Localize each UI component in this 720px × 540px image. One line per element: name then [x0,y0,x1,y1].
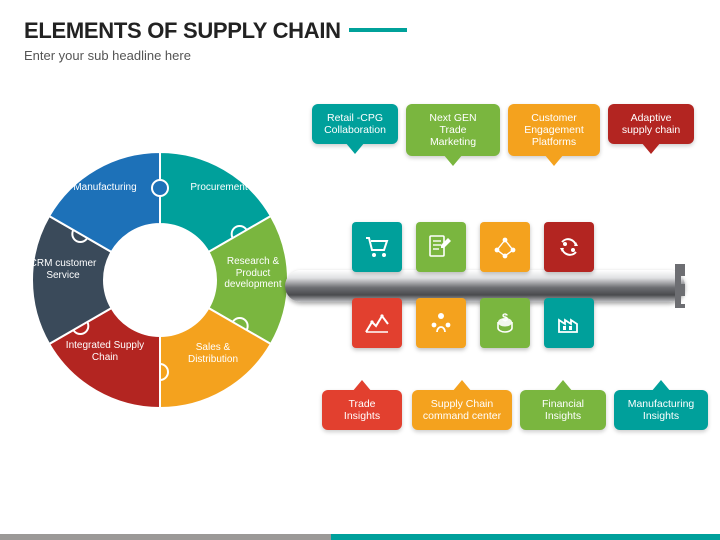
analytics-icon [362,308,392,338]
callout-pointer-icon [553,380,573,392]
callout-pointer-icon [452,380,472,392]
callout-top-1: Next GEN Trade Marketing [406,104,500,156]
callout-label: Retail -CPG Collaboration [324,112,386,136]
finance-icon: $ [490,308,520,338]
footer-bar-grey [0,534,331,540]
callout-pointer-icon [352,380,372,392]
diagram-canvas: Procurement Research & Product developme… [0,70,720,520]
callout-label: Adaptive supply chain [622,112,680,136]
subtitle: Enter your sub headline here [24,48,696,63]
callout-label: Next GEN Trade Marketing [429,112,476,148]
title-text: ELEMENTS OF SUPPLY CHAIN [24,18,341,43]
callout-label: Customer Engagement Platforms [524,112,584,148]
tile-bottom-1 [416,298,466,348]
people-icon [426,308,456,338]
callout-label: Manufacturing Insights [628,398,695,422]
callout-top-0: Retail -CPG Collaboration [312,104,398,144]
key-tip-icon [675,264,689,308]
callout-bottom-1: Supply Chain command center [412,390,512,430]
callout-label: Trade Insights [344,398,380,422]
callout-pointer-icon [651,380,671,392]
callout-label: Financial Insights [542,398,584,422]
tile-bottom-3 [544,298,594,348]
notes-icon [426,232,456,262]
callout-pointer-icon [345,142,365,154]
footer-bar [0,534,720,540]
callout-pointer-icon [641,142,661,154]
tile-top-1 [416,222,466,272]
callout-bottom-2: Financial Insights [520,390,606,430]
callout-pointer-icon [544,154,564,166]
tile-top-0 [352,222,402,272]
callout-bottom-3: Manufacturing Insights [614,390,708,430]
tile-bottom-0 [352,298,402,348]
callout-top-3: Adaptive supply chain [608,104,694,144]
network-icon [490,232,520,262]
page-title: ELEMENTS OF SUPPLY CHAIN [24,18,696,44]
callout-top-2: Customer Engagement Platforms [508,104,600,156]
title-accent-bar [349,28,407,32]
cart-icon [362,232,392,262]
callout-bottom-0: Trade Insights [322,390,402,430]
donut-ring: Procurement Research & Product developme… [20,140,300,420]
tile-top-2 [480,222,530,272]
tile-top-3 [544,222,594,272]
callout-pointer-icon [443,154,463,166]
tile-bottom-2: $ [480,298,530,348]
cycle-icon [554,232,584,262]
factory-icon [554,308,584,338]
callout-label: Supply Chain command center [423,398,501,422]
